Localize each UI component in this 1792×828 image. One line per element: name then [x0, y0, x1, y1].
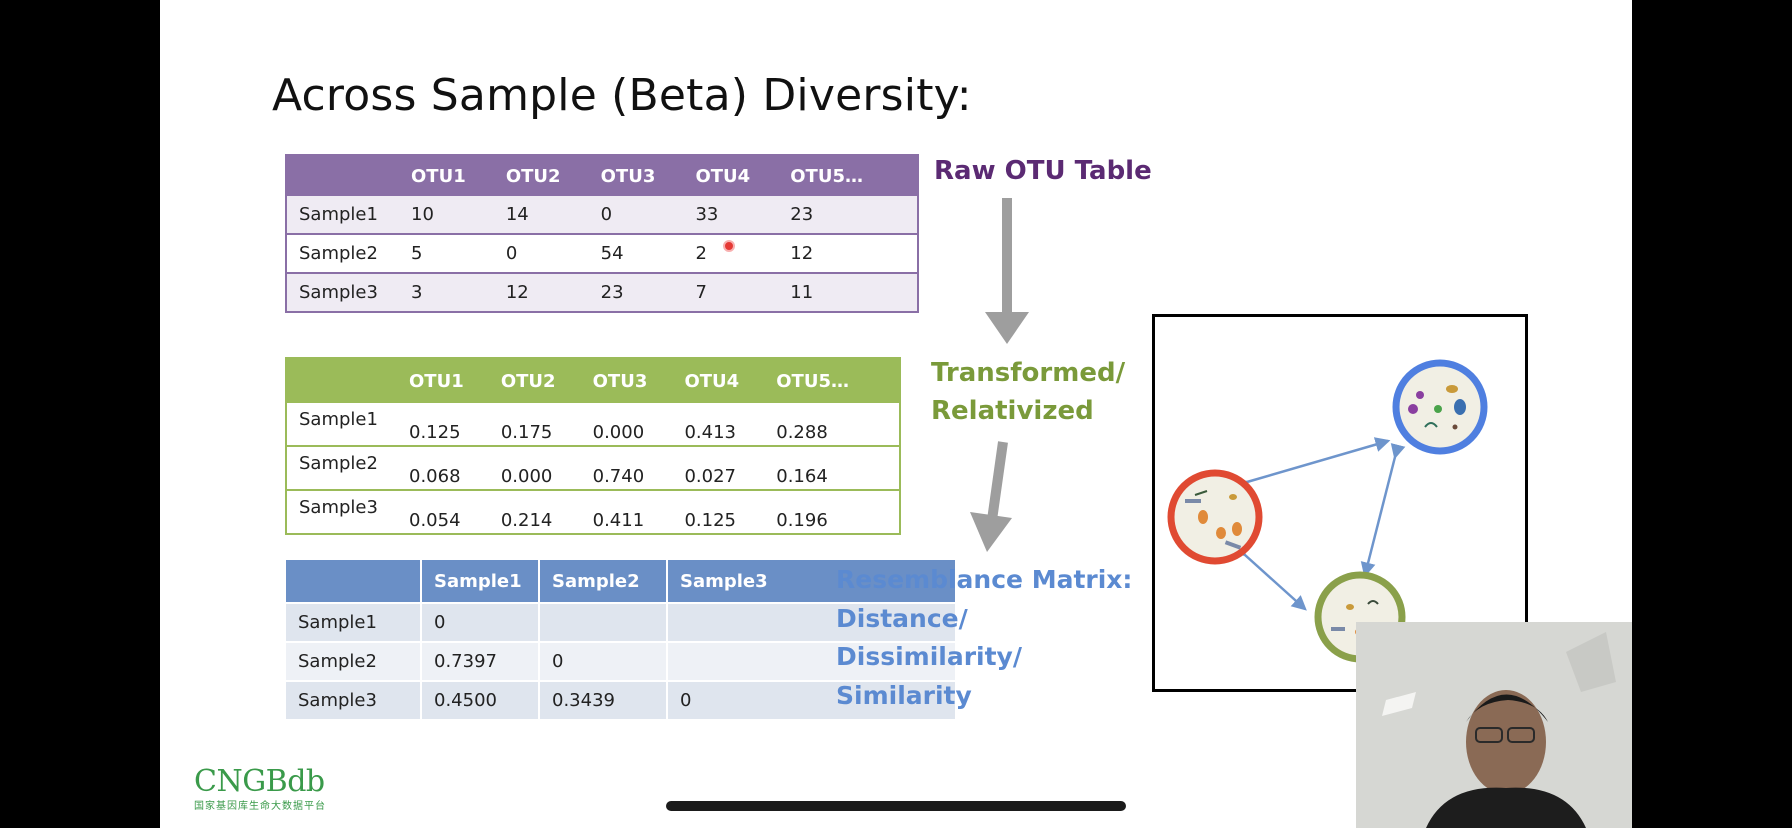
table-header: [286, 155, 411, 196]
table-cell: 0.068: [409, 445, 501, 490]
raw-otu-table-label: Raw OTU Table: [934, 156, 1152, 186]
table-cell: 0.027: [684, 445, 777, 490]
table-row: Sample3 3 12 23 7 11: [286, 272, 918, 312]
table-cell: Sample2: [286, 641, 422, 681]
table-cell: 0.125: [409, 422, 461, 443]
slide-title: Across Sample (Beta) Diversity:: [272, 70, 972, 121]
table-cell: 0.214: [500, 489, 593, 534]
flow-arrows: [970, 198, 1029, 552]
table-header: OTU3: [600, 155, 696, 196]
community-circle-red: [1167, 469, 1263, 565]
table-header: OTU5…: [776, 358, 900, 403]
table-cell: Sample1: [286, 602, 422, 642]
table-cell: 33: [695, 196, 791, 234]
laser-pointer-icon: [723, 240, 735, 252]
table-cell: 0.000: [592, 422, 645, 443]
table-cell: Sample1: [299, 409, 378, 430]
table-cell: Sample3: [286, 680, 422, 719]
table-cell: 11: [790, 272, 918, 312]
logo-name: CNGBdb: [194, 764, 325, 799]
table-header: OTU5…: [790, 155, 918, 196]
table-cell: 54: [600, 233, 696, 273]
table-cell: 10: [411, 196, 506, 234]
table-cell: Sample2: [286, 233, 411, 273]
resemblance-label: Resemblance Matrix: Distance/ Dissimilar…: [836, 561, 1132, 715]
slide: Across Sample (Beta) Diversity: OTU1 OTU…: [160, 0, 1632, 828]
table-header: Sample2: [539, 560, 668, 603]
table-header: OTU2: [500, 358, 593, 403]
table-cell: 0.740: [592, 445, 685, 490]
table-cell: [667, 641, 957, 681]
community-circle-blue: [1392, 359, 1488, 455]
table-row: Sample1 10 14 0 33 23: [286, 196, 918, 234]
raw-otu-table: OTU1 OTU2 OTU3 OTU4 OTU5… Sample1 10 14 …: [285, 154, 919, 313]
table-cell: 12: [505, 272, 601, 312]
webcam-video-overlay[interactable]: [1356, 622, 1632, 828]
table-row: Sample1 0: [286, 602, 957, 642]
resemblance-label-line: Dissimilarity/: [836, 642, 1022, 671]
table-cell: 0.3439: [539, 680, 668, 719]
home-indicator-bar[interactable]: [666, 801, 1126, 811]
down-arrow-icon: [970, 441, 1012, 552]
table-cell: 5: [411, 233, 506, 273]
table-cell: 0.164: [776, 445, 900, 490]
resemblance-label-line: Similarity: [836, 680, 972, 710]
table-cell: 0.125: [684, 489, 777, 534]
transformed-label: Transformed/ Relativized: [931, 354, 1125, 430]
table-cell: 23: [600, 272, 696, 312]
table-cell: 0.288: [776, 422, 828, 443]
table-header: OTU4: [684, 358, 777, 403]
resemblance-label-line: Resemblance Matrix:: [836, 565, 1133, 594]
table-cell: [539, 602, 668, 642]
table-cell: 0: [667, 680, 957, 719]
table-header: OTU1: [409, 358, 501, 403]
table-row: Sample2 5 0 54 2 12: [286, 233, 918, 273]
table-cell: 12: [790, 233, 918, 273]
table-cell: 7: [695, 272, 791, 312]
table-header: OTU4: [695, 155, 791, 196]
table-header: OTU1: [411, 155, 506, 196]
table-row: Sample2 0.068 0.000 0.740 0.027 0.164: [286, 445, 900, 490]
table-cell: [667, 602, 957, 642]
table-cell: Sample3: [286, 489, 409, 534]
transformed-table: OTU1 OTU2 OTU3 OTU4 OTU5… Sample1 0.125 …: [285, 357, 901, 535]
table-cell: Sample2: [286, 445, 409, 490]
table-cell: 0.413: [684, 422, 736, 443]
logo-subtitle: 国家基因库生命大数据平台: [194, 801, 326, 812]
resemblance-matrix-table: Sample1 Sample2 Sample3 Sample1 0 Sample…: [286, 560, 957, 719]
table-header: Sample3: [667, 560, 957, 603]
table-cell: 0: [505, 233, 601, 273]
table-cell: 23: [790, 196, 918, 234]
down-arrow-icon: [985, 198, 1029, 344]
transformed-label-line: Relativized: [931, 396, 1094, 426]
table-cell: 0.054: [409, 489, 501, 534]
cngbdb-logo: CNGBdb 国家基因库生命大数据平台: [194, 764, 326, 812]
table-cell: 3: [411, 272, 506, 312]
table-header: Sample1: [421, 560, 540, 603]
table-header: [286, 358, 409, 403]
table-row: Sample1 0.125 0.175 0.000 0.413 0.288: [286, 403, 900, 446]
table-cell: 0: [600, 196, 696, 234]
table-cell: 0: [421, 602, 540, 642]
table-cell: 0.7397: [421, 641, 540, 681]
table-cell: 0.4500: [421, 680, 540, 719]
table-header: OTU3: [592, 358, 685, 403]
table-cell: 0: [539, 641, 668, 681]
resemblance-label-line: Distance/: [836, 603, 968, 633]
transformed-label-line: Transformed/: [931, 358, 1126, 388]
table-cell: 0.175: [500, 422, 553, 443]
presenter-video-frame: [1356, 622, 1632, 828]
table-cell: 14: [505, 196, 601, 234]
table-cell: Sample3: [286, 272, 411, 312]
table-cell: 0.000: [500, 445, 593, 490]
table-cell: Sample1: [286, 196, 411, 234]
table-header: OTU2: [505, 155, 601, 196]
table-row: Sample3 0.054 0.214 0.411 0.125 0.196: [286, 489, 900, 534]
table-header: [286, 560, 422, 603]
table-cell: 0.411: [592, 489, 685, 534]
table-cell: 2: [695, 233, 791, 273]
table-row: Sample2 0.7397 0: [286, 641, 957, 681]
table-cell: 0.196: [776, 489, 900, 534]
table-row: Sample3 0.4500 0.3439 0: [286, 680, 957, 719]
